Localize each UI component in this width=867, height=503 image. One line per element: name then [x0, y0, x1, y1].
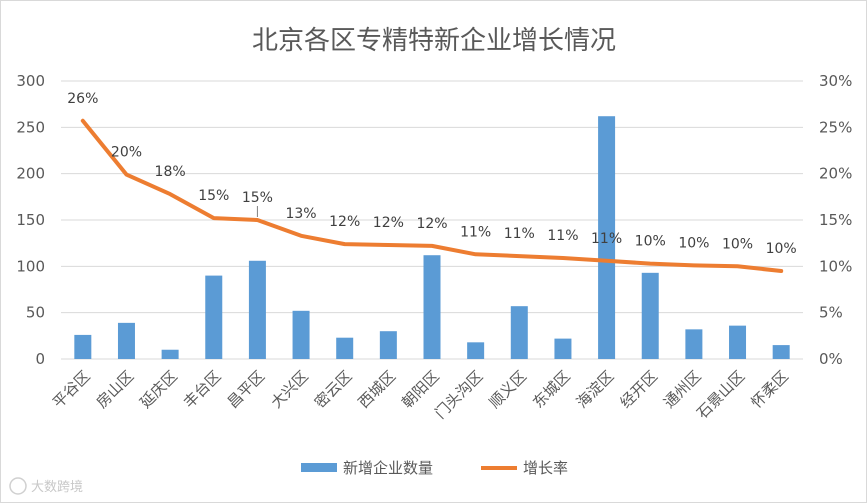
data-label: 10% — [678, 235, 709, 251]
bar — [248, 260, 266, 359]
data-label: 10% — [766, 241, 797, 257]
left-axis: 0 50 100 150 200 250 300 — [16, 72, 45, 368]
left-tick-label: 50 — [26, 304, 45, 322]
growth-line — [80, 118, 784, 273]
category-label: 门头沟区 — [431, 367, 486, 422]
category-label: 西城区 — [355, 367, 400, 412]
category-label: 密云区 — [311, 367, 356, 412]
left-tick-label: 100 — [16, 257, 45, 275]
category-label: 石景山区 — [693, 367, 748, 422]
bar — [117, 322, 135, 359]
category-label: 昌平区 — [224, 367, 269, 412]
left-tick-label: 250 — [16, 118, 45, 136]
bar — [729, 325, 747, 359]
bar — [205, 275, 223, 359]
data-label: 11% — [504, 226, 535, 242]
line-data-labels: 26% 20% 18% 15% 15% 13% 12% 12% 12% 11% 11% 11% 11% 1… — [67, 91, 796, 257]
category-label: 怀柔区 — [747, 367, 792, 412]
bar-series — [74, 116, 790, 359]
bar — [510, 306, 528, 359]
bar — [772, 345, 790, 359]
right-tick-label: 10% — [819, 257, 852, 275]
data-label: 11% — [460, 224, 491, 240]
bar — [161, 349, 179, 359]
right-tick-label: 0% — [819, 350, 843, 368]
data-label: 15% — [242, 190, 273, 206]
bar — [292, 310, 310, 359]
data-label: 10% — [635, 234, 666, 250]
right-tick-label: 15% — [819, 211, 852, 229]
category-label: 东城区 — [529, 367, 574, 412]
data-label: 12% — [373, 215, 404, 231]
data-label: 20% — [111, 145, 142, 161]
watermark-text: 大数跨境 — [31, 480, 83, 495]
left-tick-label: 200 — [16, 165, 45, 183]
line-series — [80, 118, 784, 273]
chart-title: 北京各区专精特新企业增长情况 — [252, 26, 616, 56]
right-axis: 0% 5% 10% 15% 20% 25% 30% — [819, 72, 852, 368]
category-label: 丰台区 — [180, 367, 225, 412]
category-label: 平谷区 — [49, 367, 94, 412]
category-label: 海淀区 — [573, 367, 618, 412]
bar — [423, 255, 441, 359]
left-tick-label: 150 — [16, 211, 45, 229]
data-label: 10% — [722, 236, 753, 252]
right-tick-label: 25% — [819, 118, 852, 136]
category-label: 经开区 — [617, 367, 662, 412]
data-label: 12% — [416, 216, 447, 232]
legend-swatch-bar — [301, 463, 337, 472]
bar — [74, 334, 92, 359]
right-tick-label: 5% — [819, 304, 843, 322]
bar — [598, 116, 616, 359]
left-tick-label: 0 — [35, 350, 45, 368]
right-tick-label: 30% — [819, 72, 852, 90]
legend: 新增企业数量 增长率 — [301, 459, 568, 477]
right-tick-label: 20% — [819, 165, 852, 183]
category-label: 顺义区 — [486, 367, 531, 412]
data-label: 15% — [198, 188, 229, 204]
watermark-logo-icon — [9, 477, 27, 495]
category-label: 房山区 — [93, 367, 138, 412]
bar — [336, 337, 354, 359]
data-label: 18% — [155, 164, 186, 180]
bar — [641, 272, 659, 359]
data-label: 11% — [591, 231, 622, 247]
data-label: 26% — [67, 91, 98, 107]
legend-label-bar: 新增企业数量 — [343, 459, 433, 477]
watermark: 大数跨境 — [9, 477, 83, 495]
bar — [554, 338, 572, 359]
left-tick-label: 300 — [16, 72, 45, 90]
data-label: 11% — [547, 228, 578, 244]
bar — [685, 329, 703, 359]
data-label: 13% — [285, 206, 316, 222]
data-label: 12% — [329, 214, 360, 230]
category-label: 延庆区 — [136, 367, 181, 412]
category-label: 大兴区 — [267, 367, 312, 412]
bar — [467, 342, 485, 359]
bar — [379, 331, 397, 359]
legend-label-line: 增长率 — [523, 459, 568, 477]
